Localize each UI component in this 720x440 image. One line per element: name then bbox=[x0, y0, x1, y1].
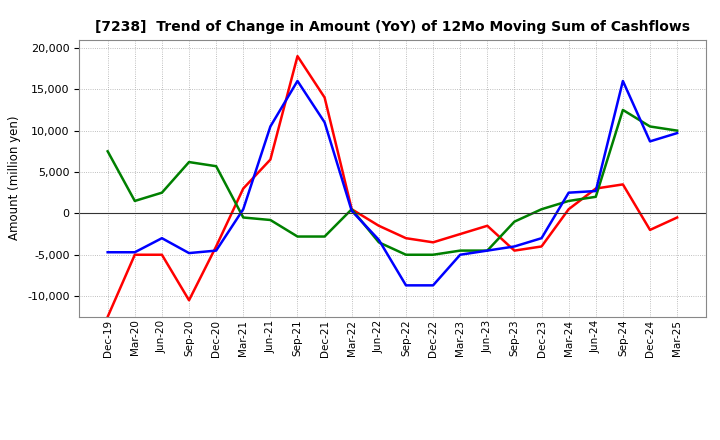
Free Cashflow bbox=[104, 249, 112, 255]
Free Cashflow bbox=[130, 249, 139, 255]
Operating Cashflow bbox=[104, 314, 112, 319]
Investing Cashflow bbox=[564, 198, 573, 204]
Free Cashflow bbox=[646, 139, 654, 144]
Free Cashflow bbox=[564, 190, 573, 195]
Investing Cashflow bbox=[591, 194, 600, 199]
Investing Cashflow bbox=[672, 128, 681, 133]
Operating Cashflow bbox=[510, 248, 518, 253]
Investing Cashflow bbox=[320, 234, 329, 239]
Operating Cashflow bbox=[672, 215, 681, 220]
Operating Cashflow bbox=[591, 186, 600, 191]
Line: Investing Cashflow: Investing Cashflow bbox=[108, 110, 677, 255]
Free Cashflow bbox=[374, 237, 383, 242]
Title: [7238]  Trend of Change in Amount (YoY) of 12Mo Moving Sum of Cashflows: [7238] Trend of Change in Amount (YoY) o… bbox=[95, 20, 690, 34]
Investing Cashflow bbox=[646, 124, 654, 129]
Investing Cashflow bbox=[428, 252, 437, 257]
Free Cashflow bbox=[428, 283, 437, 288]
Operating Cashflow bbox=[158, 252, 166, 257]
Investing Cashflow bbox=[293, 234, 302, 239]
Operating Cashflow bbox=[130, 252, 139, 257]
Operating Cashflow bbox=[320, 95, 329, 100]
Operating Cashflow bbox=[266, 157, 275, 162]
Free Cashflow bbox=[185, 250, 194, 256]
Investing Cashflow bbox=[266, 217, 275, 223]
Investing Cashflow bbox=[158, 190, 166, 195]
Investing Cashflow bbox=[402, 252, 410, 257]
Investing Cashflow bbox=[374, 240, 383, 245]
Free Cashflow bbox=[591, 188, 600, 194]
Operating Cashflow bbox=[456, 231, 464, 237]
Investing Cashflow bbox=[483, 248, 492, 253]
Operating Cashflow bbox=[428, 240, 437, 245]
Operating Cashflow bbox=[239, 186, 248, 191]
Free Cashflow bbox=[293, 78, 302, 84]
Operating Cashflow bbox=[185, 297, 194, 303]
Free Cashflow bbox=[266, 124, 275, 129]
Investing Cashflow bbox=[348, 207, 356, 212]
Operating Cashflow bbox=[212, 244, 220, 249]
Line: Operating Cashflow: Operating Cashflow bbox=[108, 56, 677, 317]
Investing Cashflow bbox=[239, 215, 248, 220]
Operating Cashflow bbox=[564, 207, 573, 212]
Free Cashflow bbox=[510, 244, 518, 249]
Free Cashflow bbox=[672, 131, 681, 136]
Investing Cashflow bbox=[537, 207, 546, 212]
Investing Cashflow bbox=[510, 219, 518, 224]
Free Cashflow bbox=[158, 235, 166, 241]
Free Cashflow bbox=[456, 252, 464, 257]
Operating Cashflow bbox=[646, 227, 654, 233]
Free Cashflow bbox=[483, 248, 492, 253]
Investing Cashflow bbox=[185, 159, 194, 165]
Investing Cashflow bbox=[456, 248, 464, 253]
Operating Cashflow bbox=[348, 207, 356, 212]
Free Cashflow bbox=[618, 78, 627, 84]
Operating Cashflow bbox=[483, 223, 492, 228]
Operating Cashflow bbox=[374, 223, 383, 228]
Investing Cashflow bbox=[104, 149, 112, 154]
Line: Free Cashflow: Free Cashflow bbox=[108, 81, 677, 286]
Operating Cashflow bbox=[293, 54, 302, 59]
Operating Cashflow bbox=[537, 244, 546, 249]
Free Cashflow bbox=[320, 120, 329, 125]
Free Cashflow bbox=[348, 208, 356, 213]
Investing Cashflow bbox=[130, 198, 139, 204]
Free Cashflow bbox=[239, 207, 248, 212]
Operating Cashflow bbox=[618, 182, 627, 187]
Free Cashflow bbox=[537, 235, 546, 241]
Y-axis label: Amount (million yen): Amount (million yen) bbox=[9, 116, 22, 240]
Operating Cashflow bbox=[402, 235, 410, 241]
Investing Cashflow bbox=[618, 107, 627, 113]
Free Cashflow bbox=[402, 283, 410, 288]
Free Cashflow bbox=[212, 248, 220, 253]
Investing Cashflow bbox=[212, 164, 220, 169]
